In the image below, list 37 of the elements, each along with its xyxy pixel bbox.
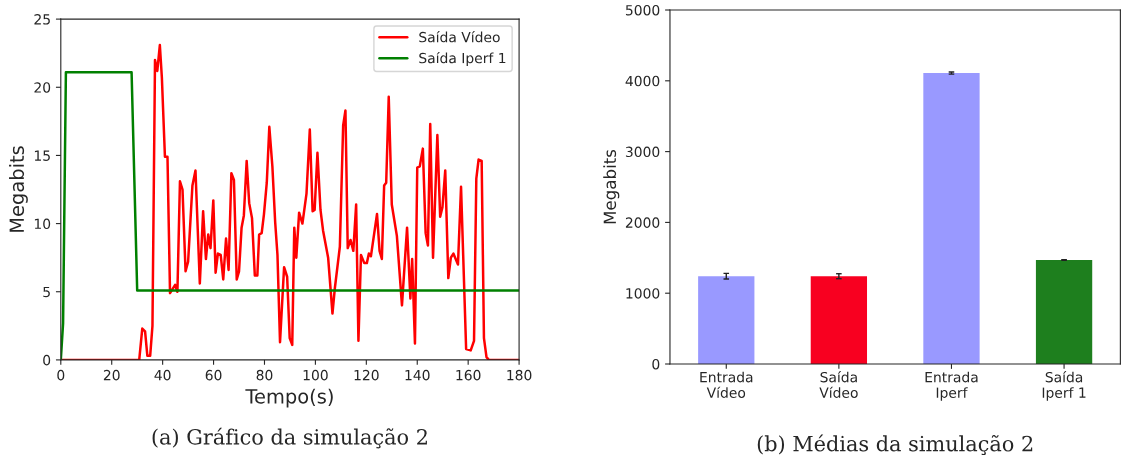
x-tick-label: 20: [103, 369, 120, 381]
x-tick-label: 80: [256, 369, 273, 381]
x-tick-label: 40: [154, 369, 171, 381]
y-tick-label: 4000: [625, 75, 660, 87]
text: (b) Médias da simulação 2: [757, 434, 1033, 455]
x-tick-label: 60: [205, 369, 222, 381]
y-tick-label: 0: [43, 354, 51, 366]
x-tick-label: Saída Iperf 1: [1042, 371, 1086, 401]
y-tick-label: 20: [34, 82, 51, 93]
text: (a) Gráfico da simulação 2: [152, 427, 427, 449]
bar: [923, 73, 980, 364]
y-tick-label: 15: [34, 150, 50, 161]
bar: [810, 276, 868, 364]
y-tick-label: 25: [34, 14, 50, 25]
bar: [1035, 259, 1093, 364]
y-tick-label: 3000: [625, 146, 660, 158]
y-tick-label: 10: [34, 218, 51, 230]
x-axis-title: Tempo(s): [245, 388, 333, 408]
x-tick-label: 0: [57, 369, 65, 381]
bar: [698, 276, 755, 364]
x-tick-label: 120: [354, 369, 379, 381]
x-tick-label: 100: [303, 369, 328, 381]
y-axis-title: Megabits: [9, 146, 28, 232]
x-tick-label: 160: [456, 369, 481, 381]
y-tick-label: 5: [43, 286, 50, 298]
x-tick-label: Entrada Vídeo: [700, 371, 753, 398]
x-tick-label: 180: [507, 369, 532, 381]
x-tick-label: Entrada Iperf: [925, 371, 978, 401]
y-tick-label: 5000: [625, 4, 660, 16]
x-tick-label: 140: [405, 369, 430, 381]
legend-label: Saída Vídeo: [419, 31, 500, 43]
y-tick-label: 2000: [625, 217, 660, 228]
y-axis-title: Megabits: [603, 149, 620, 224]
x-tick-label: Saída Vídeo: [819, 371, 858, 398]
y-tick-label: 1000: [626, 288, 660, 299]
legend-label: Saída Iperf 1: [419, 52, 506, 66]
y-tick-label: 0: [652, 358, 660, 370]
